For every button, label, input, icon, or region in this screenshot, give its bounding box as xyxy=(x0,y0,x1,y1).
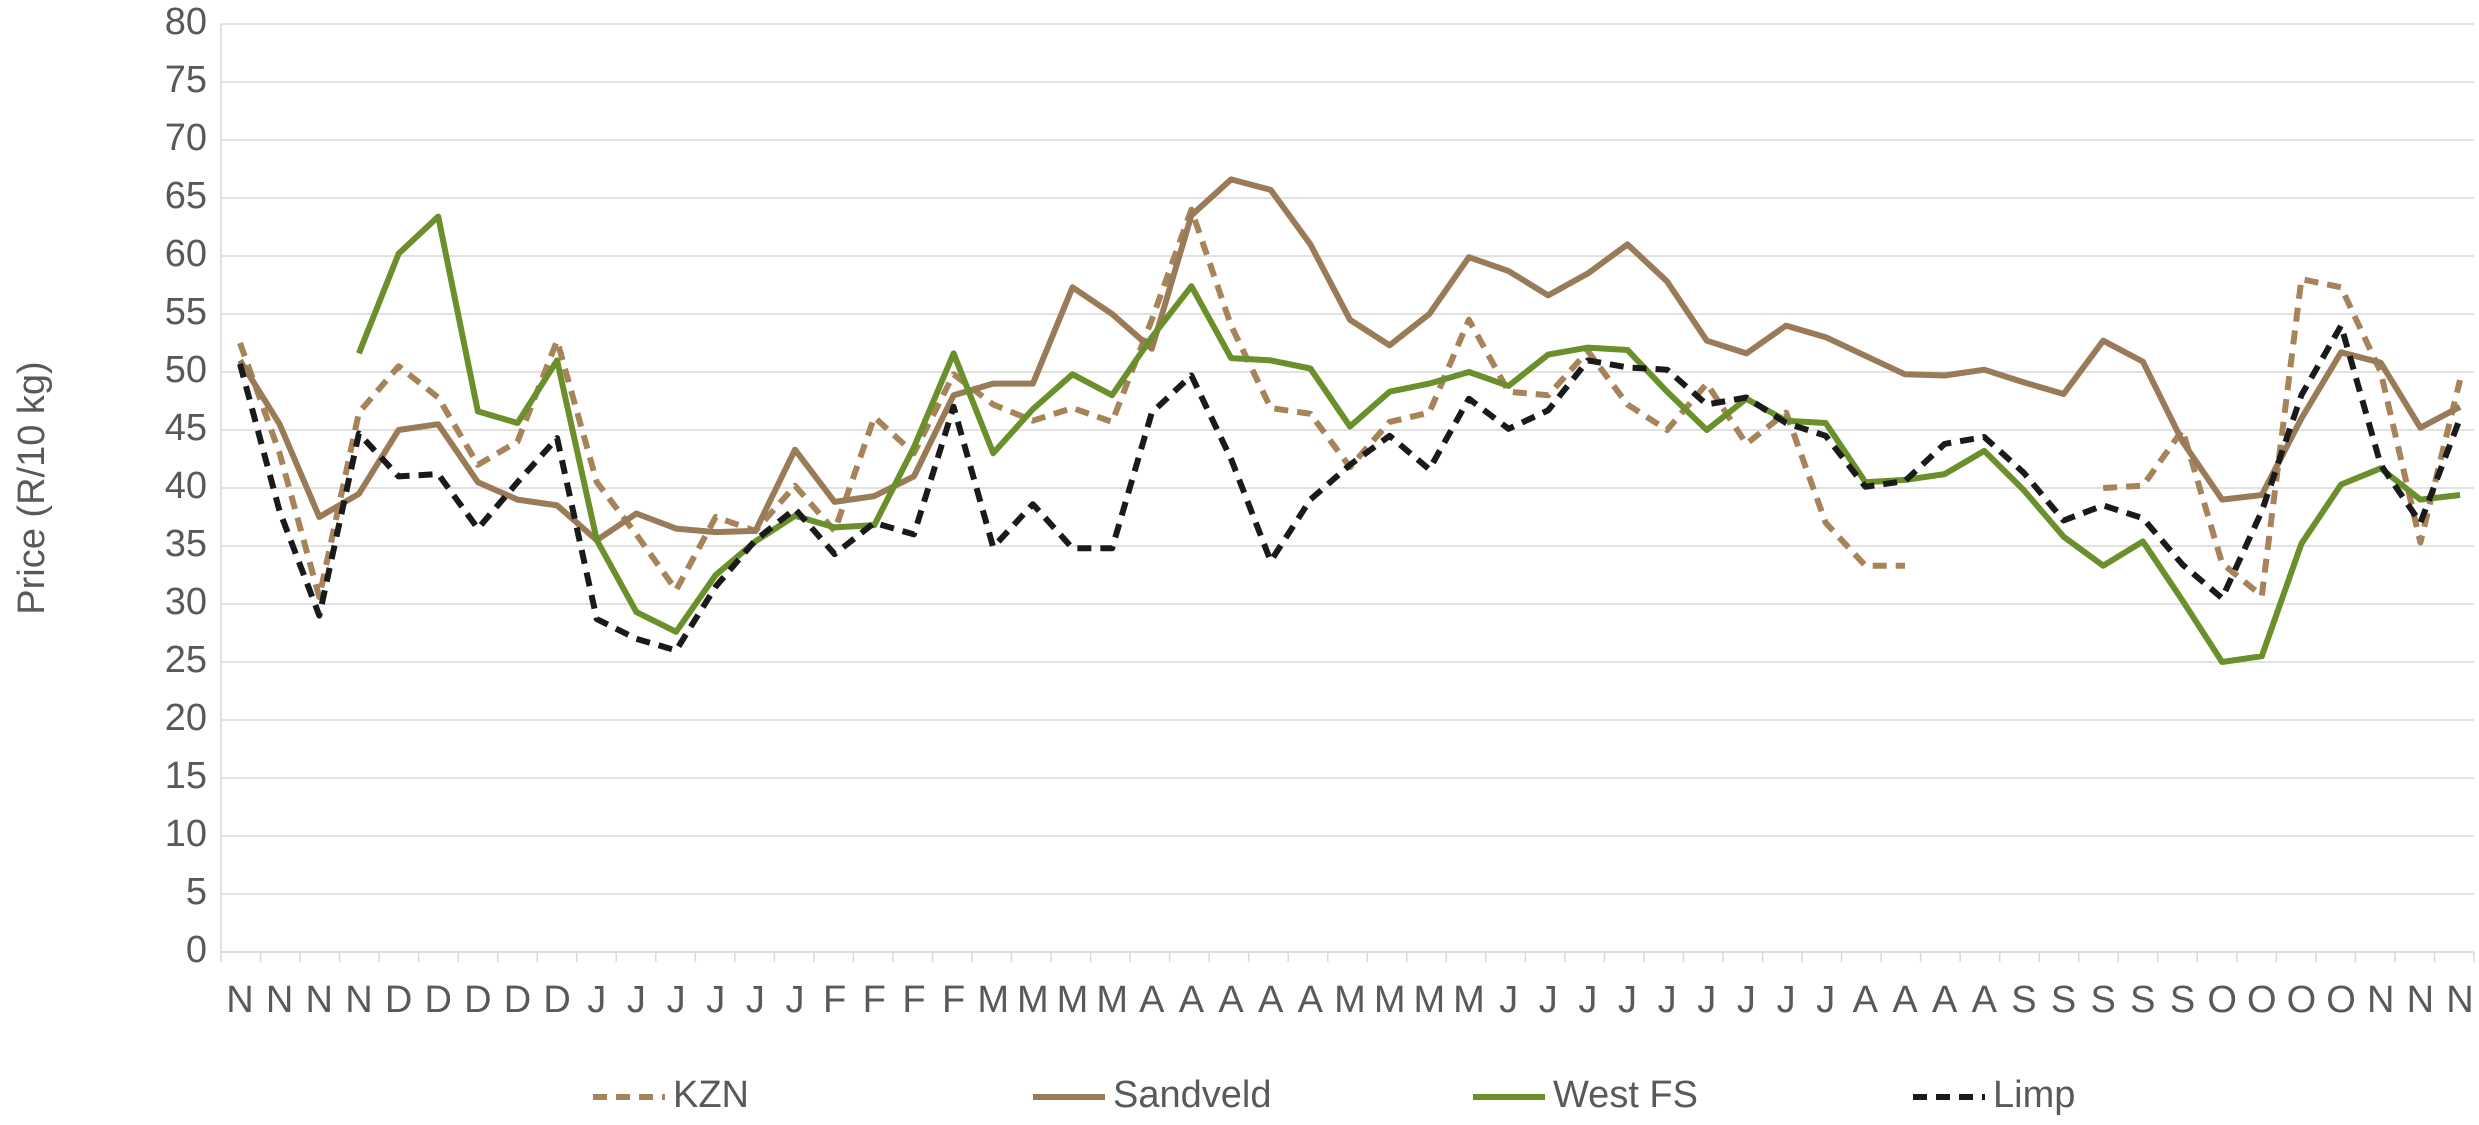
legend-label: Limp xyxy=(1993,1074,2075,1116)
x-tick-label: S xyxy=(2011,979,2036,1021)
legend-label: West FS xyxy=(1553,1074,1698,1116)
x-tick-label: D xyxy=(464,979,491,1021)
y-tick-label: 50 xyxy=(165,349,207,391)
x-tick-label: A xyxy=(1892,979,1918,1021)
series-line xyxy=(237,176,2462,544)
x-tick-label: A xyxy=(1853,979,1879,1021)
x-tick-label: M xyxy=(977,979,1009,1021)
x-tick-label: F xyxy=(863,979,886,1021)
series-line xyxy=(2103,276,2463,599)
y-tick-label: 25 xyxy=(165,639,207,681)
y-tick-label: 15 xyxy=(165,755,207,797)
x-tick-label: A xyxy=(1218,979,1244,1021)
x-tick-label: S xyxy=(2170,979,2195,1021)
x-tick-label: J xyxy=(1697,979,1716,1021)
y-tick-label: 35 xyxy=(165,523,207,565)
x-tick-label: J xyxy=(1658,979,1677,1021)
y-tick-label: 70 xyxy=(165,117,207,159)
x-tick-label: J xyxy=(627,979,646,1021)
x-tick-label: N xyxy=(266,979,293,1021)
x-tick-label: O xyxy=(2207,979,2237,1021)
x-tick-label: J xyxy=(706,979,725,1021)
y-tick-label: 45 xyxy=(165,407,207,449)
x-tick-label: S xyxy=(2130,979,2155,1021)
x-tick-label: A xyxy=(1179,979,1205,1021)
x-tick-label: A xyxy=(1298,979,1324,1021)
y-tick-label: 20 xyxy=(165,697,207,739)
x-tick-label: A xyxy=(1139,979,1165,1021)
y-tick-label: 80 xyxy=(165,1,207,43)
x-tick-label: M xyxy=(1057,979,1089,1021)
y-tick-label: 5 xyxy=(186,871,207,913)
x-tick-label: D xyxy=(543,979,570,1021)
x-tick-label: M xyxy=(1413,979,1445,1021)
x-tick-label: N xyxy=(2367,979,2394,1021)
x-tick-label: O xyxy=(2326,979,2356,1021)
x-tick-label: D xyxy=(385,979,412,1021)
y-tick-label: 55 xyxy=(165,291,207,333)
x-tick-label: J xyxy=(1499,979,1518,1021)
x-tick-label: M xyxy=(1374,979,1406,1021)
x-tick-label: F xyxy=(902,979,925,1021)
x-tick-label: M xyxy=(1334,979,1366,1021)
x-tick-label: J xyxy=(667,979,686,1021)
x-tick-label: J xyxy=(1737,979,1756,1021)
y-tick-label: 40 xyxy=(165,465,207,507)
x-tick-label: J xyxy=(1539,979,1558,1021)
x-tick-label: J xyxy=(786,979,805,1021)
x-tick-label: F xyxy=(823,979,846,1021)
x-tick-label: A xyxy=(1972,979,1998,1021)
x-tick-label: N xyxy=(306,979,333,1021)
series-line xyxy=(237,206,1905,600)
y-tick-label: 0 xyxy=(186,929,207,971)
x-tick-label: N xyxy=(226,979,253,1021)
x-tick-label: S xyxy=(2091,979,2116,1021)
x-tick-label: O xyxy=(2247,979,2277,1021)
x-tick-label: D xyxy=(504,979,531,1021)
x-tick-label: J xyxy=(1777,979,1796,1021)
x-tick-label: J xyxy=(746,979,765,1021)
x-tick-label: N xyxy=(345,979,372,1021)
x-tick-label: N xyxy=(2446,979,2473,1021)
x-tick-label: O xyxy=(2287,979,2317,1021)
y-tick-label: 75 xyxy=(165,59,207,101)
x-tick-label: M xyxy=(1017,979,1049,1021)
x-tick-label: F xyxy=(942,979,965,1021)
legend-label: Sandveld xyxy=(1113,1074,1271,1116)
x-tick-label: A xyxy=(1258,979,1284,1021)
x-tick-label: A xyxy=(1932,979,1958,1021)
y-tick-label: 30 xyxy=(165,581,207,623)
x-tick-label: M xyxy=(1453,979,1485,1021)
series-line xyxy=(356,213,2461,665)
y-tick-label: 60 xyxy=(165,233,207,275)
x-tick-label: D xyxy=(424,979,451,1021)
x-tick-label: J xyxy=(1618,979,1637,1021)
y-tick-label: 65 xyxy=(165,175,207,217)
x-tick-label: M xyxy=(1096,979,1128,1021)
x-tick-label: S xyxy=(2051,979,2076,1021)
x-tick-label: J xyxy=(1816,979,1835,1021)
legend-label: KZN xyxy=(673,1074,749,1116)
y-tick-label: 10 xyxy=(165,813,207,855)
x-tick-label: N xyxy=(2407,979,2434,1021)
series-line xyxy=(237,322,2463,654)
y-axis-label: Price (R/10 kg) xyxy=(11,361,53,614)
x-tick-label: J xyxy=(587,979,606,1021)
x-tick-label: J xyxy=(1578,979,1597,1021)
